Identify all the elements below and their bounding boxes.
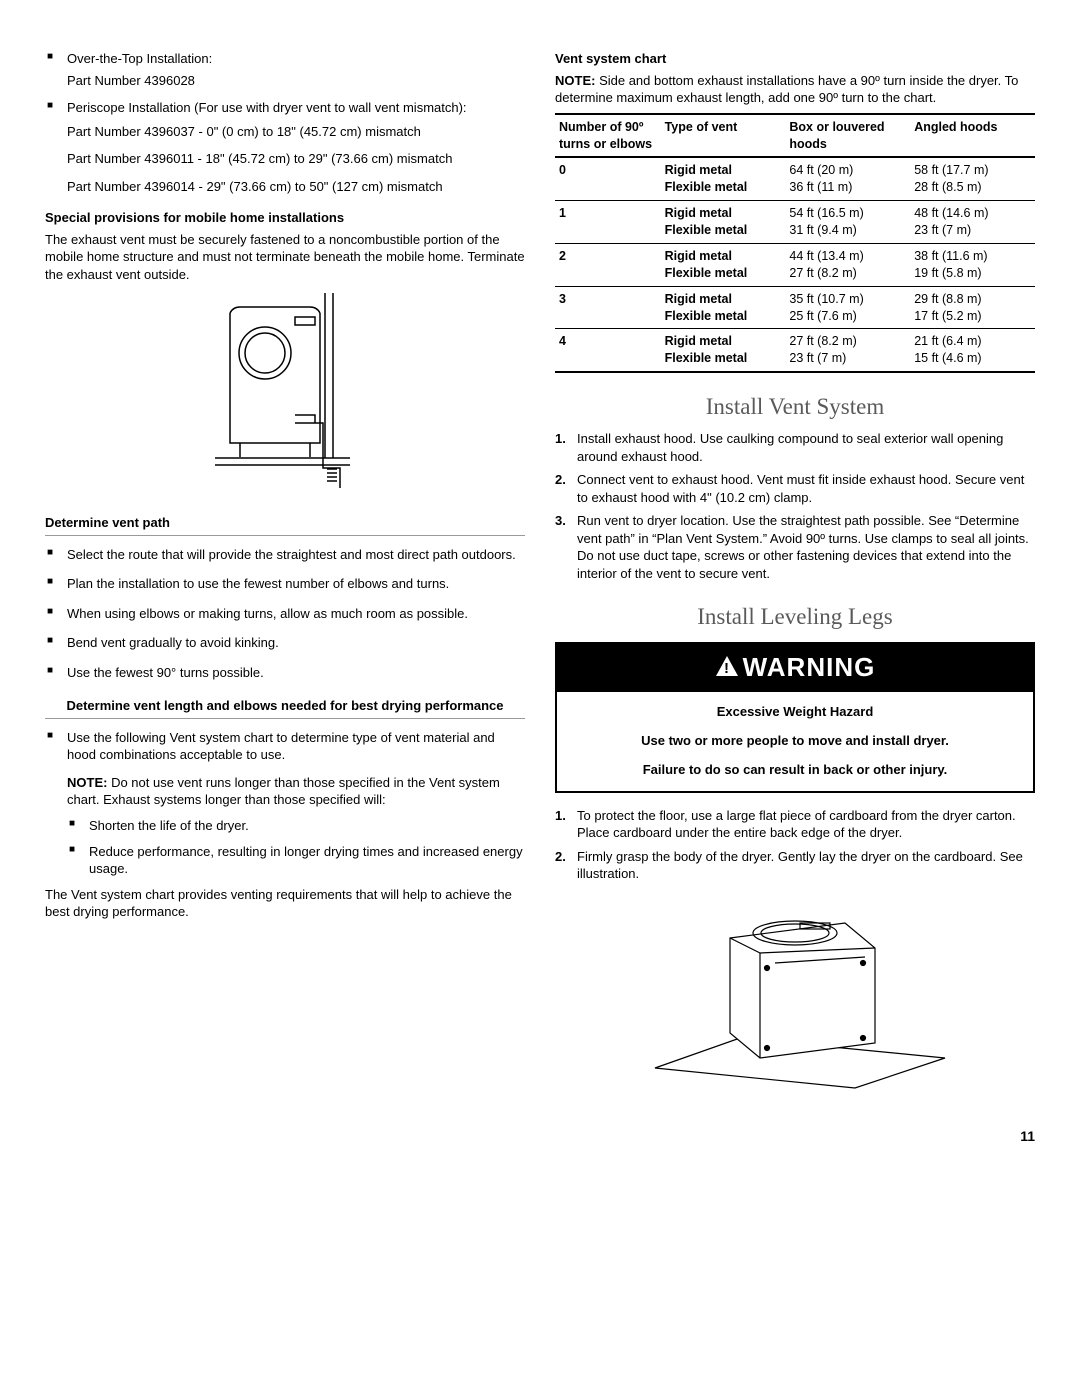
sub3: Part Number 4396014 - 29" (73.66 cm) to … [67, 178, 525, 196]
cell: 48 ft (14.6 m)23 ft (7 m) [910, 201, 1035, 244]
cell: Rigid metalFlexible metal [661, 201, 786, 244]
tbody: 0Rigid metalFlexible metal64 ft (20 m)36… [555, 157, 1035, 372]
th: Type of vent [661, 114, 786, 158]
cell: Rigid metalFlexible metal [661, 157, 786, 200]
cell: 2 [555, 243, 661, 286]
warning-body: Excessive Weight Hazard Use two or more … [557, 692, 1033, 790]
cell: 4 [555, 329, 661, 372]
warning-icon: ! [715, 651, 739, 686]
note: NOTE: Do not use vent runs longer than t… [67, 774, 525, 809]
t: Run vent to dryer location. Use the stra… [577, 513, 1029, 581]
step: 1.To protect the floor, use a large flat… [555, 807, 1035, 842]
text: Use the following Vent system chart to d… [67, 730, 495, 763]
b: Use the fewest 90° turns possible. [45, 664, 525, 682]
mobile-home-figure [45, 293, 525, 498]
svg-text:!: ! [724, 660, 730, 677]
right-column: Vent system chart NOTE: Side and bottom … [555, 50, 1035, 1107]
bullet-periscope: Periscope Installation (For use with dry… [45, 99, 525, 195]
t: Firmly grasp the body of the dryer. Gent… [577, 849, 1023, 882]
install-vent-head: Install Vent System [555, 391, 1035, 422]
cell: 0 [555, 157, 661, 200]
cell: 27 ft (8.2 m)23 ft (7 m) [785, 329, 910, 372]
cell: Rigid metalFlexible metal [661, 243, 786, 286]
top-bullets: Over-the-Top Installation: Part Number 4… [45, 50, 525, 195]
warning-label: WARNING [743, 652, 876, 682]
cell: 35 ft (10.7 m)25 ft (7.6 m) [785, 286, 910, 329]
length-tail: The Vent system chart provides venting r… [45, 886, 525, 921]
cell: 1 [555, 201, 661, 244]
b: Select the route that will provide the s… [45, 546, 525, 564]
l: Failure to do so can result in back or o… [573, 760, 1017, 781]
install-vent-steps: 1.Install exhaust hood. Use caulking com… [555, 430, 1035, 582]
note-text: Side and bottom exhaust installations ha… [555, 73, 1018, 106]
table-row: 1Rigid metalFlexible metal54 ft (16.5 m)… [555, 201, 1035, 244]
cell: 21 ft (6.4 m)15 ft (4.6 m) [910, 329, 1035, 372]
cell: 64 ft (20 m)36 ft (11 m) [785, 157, 910, 200]
step: 2.Firmly grasp the body of the dryer. Ge… [555, 848, 1035, 883]
sb: Reduce performance, resulting in longer … [67, 843, 525, 878]
warning-box: ! WARNING Excessive Weight Hazard Use tw… [555, 642, 1035, 793]
table-row: 2Rigid metalFlexible metal44 ft (13.4 m)… [555, 243, 1035, 286]
th: Box or louvered hoods [785, 114, 910, 158]
length-bullets: Use the following Vent system chart to d… [45, 729, 525, 878]
b: When using elbows or making turns, allow… [45, 605, 525, 623]
bullet-otop: Over-the-Top Installation: Part Number 4… [45, 50, 525, 89]
warning-bar: ! WARNING [557, 644, 1033, 693]
table-row: 4Rigid metalFlexible metal27 ft (8.2 m)2… [555, 329, 1035, 372]
sb: Shorten the life of the dryer. [67, 817, 525, 835]
mobile-home-head: Special provisions for mobile home insta… [45, 209, 525, 227]
dryer-on-cardboard-figure [555, 893, 1035, 1098]
b: Bend vent gradually to avoid kinking. [45, 634, 525, 652]
l: Use two or more people to move and insta… [573, 731, 1017, 752]
th: Number of 90º turns or elbows [555, 114, 661, 158]
cell: 44 ft (13.4 m)27 ft (8.2 m) [785, 243, 910, 286]
l: Excessive Weight Hazard [573, 702, 1017, 723]
table-row: 0Rigid metalFlexible metal64 ft (20 m)36… [555, 157, 1035, 200]
note-label: NOTE: [555, 73, 595, 88]
cell: 54 ft (16.5 m)31 ft (9.4 m) [785, 201, 910, 244]
b: Use the following Vent system chart to d… [45, 729, 525, 878]
sub-bullets: Shorten the life of the dryer. Reduce pe… [67, 817, 525, 878]
chart-head: Vent system chart [555, 50, 1035, 68]
note-label: NOTE: [67, 775, 107, 790]
note-text: Do not use vent runs longer than those s… [67, 775, 500, 808]
b: Plan the installation to use the fewest … [45, 575, 525, 593]
length-head: Determine vent length and elbows needed … [45, 697, 525, 719]
text: Periscope Installation (For use with dry… [67, 100, 467, 115]
cell: 38 ft (11.6 m)19 ft (5.8 m) [910, 243, 1035, 286]
determine-head: Determine vent path [45, 514, 525, 536]
step: 1.Install exhaust hood. Use caulking com… [555, 430, 1035, 465]
th: Angled hoods [910, 114, 1035, 158]
step: 3.Run vent to dryer location. Use the st… [555, 512, 1035, 582]
t: Connect vent to exhaust hood. Vent must … [577, 472, 1024, 505]
table-row: 3Rigid metalFlexible metal35 ft (10.7 m)… [555, 286, 1035, 329]
sub: Part Number 4396028 [67, 72, 525, 90]
t: To protect the floor, use a large flat p… [577, 808, 1016, 841]
t: Install exhaust hood. Use caulking compo… [577, 431, 1003, 464]
cell: 3 [555, 286, 661, 329]
determine-bullets: Select the route that will provide the s… [45, 546, 525, 682]
step: 2.Connect vent to exhaust hood. Vent mus… [555, 471, 1035, 506]
left-column: Over-the-Top Installation: Part Number 4… [45, 50, 525, 1107]
install-legs-head: Install Leveling Legs [555, 601, 1035, 632]
cell: 58 ft (17.7 m)28 ft (8.5 m) [910, 157, 1035, 200]
sub1: Part Number 4396037 - 0" (0 cm) to 18" (… [67, 123, 525, 141]
legs-steps: 1.To protect the floor, use a large flat… [555, 807, 1035, 883]
cell: Rigid metalFlexible metal [661, 286, 786, 329]
cell: 29 ft (8.8 m)17 ft (5.2 m) [910, 286, 1035, 329]
chart-note: NOTE: Side and bottom exhaust installati… [555, 72, 1035, 107]
cell: Rigid metalFlexible metal [661, 329, 786, 372]
sub2: Part Number 4396011 - 18" (45.72 cm) to … [67, 150, 525, 168]
text: Over-the-Top Installation: [67, 51, 212, 66]
mobile-home-text: The exhaust vent must be securely fasten… [45, 231, 525, 284]
page-number: 11 [45, 1127, 1035, 1146]
vent-table: Number of 90º turns or elbows Type of ve… [555, 113, 1035, 374]
